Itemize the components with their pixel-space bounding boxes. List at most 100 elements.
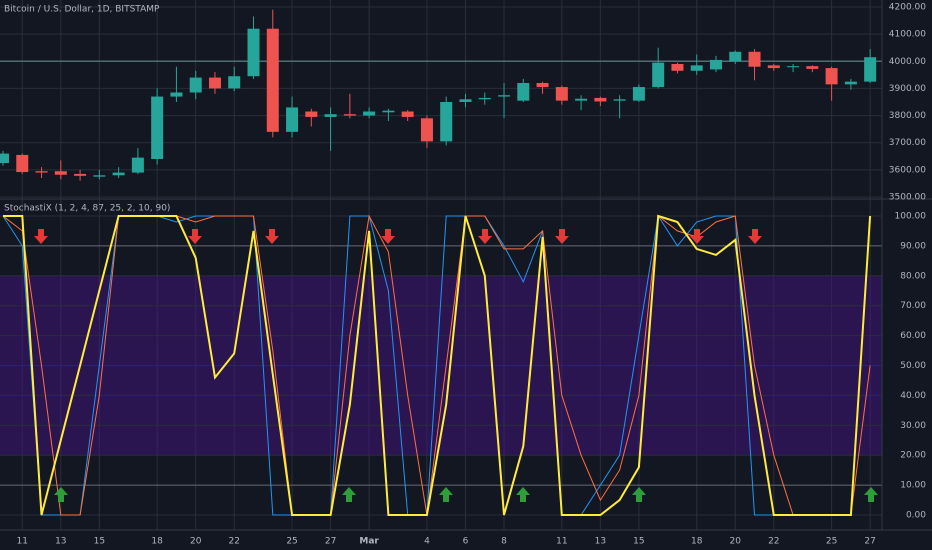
- candle-body: [478, 97, 491, 100]
- candle-body: [767, 65, 780, 69]
- candle-body: [536, 83, 549, 88]
- x-tick-label: 6: [463, 537, 469, 547]
- candle-body: [517, 83, 530, 101]
- candle-body: [844, 81, 857, 85]
- y-tick-label: 100.00: [895, 212, 927, 222]
- buy-arrow: [516, 487, 530, 502]
- sell-arrow: [555, 229, 569, 244]
- y-tick-label: 4200.00: [889, 3, 926, 13]
- x-tick-label: 18: [151, 537, 163, 547]
- y-tick-label: 3600.00: [889, 165, 926, 175]
- candle-body: [131, 157, 144, 173]
- x-tick-label: 27: [864, 537, 875, 547]
- sell-arrow: [188, 229, 202, 244]
- candle-body: [652, 62, 665, 88]
- candle-body: [189, 77, 202, 93]
- x-tick-label: 13: [55, 537, 66, 547]
- candle-body: [440, 102, 453, 142]
- candle-body: [671, 64, 684, 71]
- candle-body: [748, 51, 761, 67]
- x-tick-label: 11: [556, 537, 567, 547]
- candle-body: [324, 114, 337, 117]
- y-tick-label: 4000.00: [889, 57, 926, 67]
- y-tick-label: 90.00: [900, 241, 926, 251]
- y-tick-label: 40.00: [900, 391, 926, 401]
- candle-body: [729, 51, 742, 62]
- candle-body: [151, 96, 164, 159]
- series-line: [3, 214, 872, 516]
- candle-body: [170, 92, 183, 97]
- x-tick-label: 25: [826, 537, 837, 547]
- y-tick-label: 80.00: [900, 271, 926, 281]
- x-tick-label: 11: [17, 537, 28, 547]
- x-tick-label: 4: [424, 537, 430, 547]
- candle-body: [363, 111, 376, 116]
- sell-arrow: [34, 229, 48, 244]
- candle-body: [93, 175, 106, 177]
- candle-body: [266, 28, 279, 132]
- candle-body: [247, 28, 260, 77]
- candle-body: [382, 110, 395, 113]
- x-tick-label: 20: [730, 537, 742, 547]
- buy-arrow: [342, 487, 356, 502]
- y-tick-label: 3900.00: [889, 84, 926, 94]
- sell-arrow: [265, 229, 279, 244]
- x-tick-label: Mar: [359, 537, 379, 547]
- candle-body: [690, 65, 703, 71]
- candle-body: [54, 171, 67, 175]
- y-tick-label: 70.00: [900, 301, 926, 311]
- candle-body: [825, 68, 838, 85]
- y-tick-label: 50.00: [900, 361, 926, 371]
- x-tick-label: 22: [768, 537, 779, 547]
- candle-body: [864, 57, 877, 82]
- candle-body: [709, 59, 722, 70]
- candle-body: [228, 76, 241, 89]
- x-tick-label: 15: [633, 537, 644, 547]
- sell-signals: [34, 229, 762, 244]
- indicator-title: StochastiX (1, 2, 4, 87, 25, 2, 10, 90): [4, 204, 170, 214]
- candle-body: [74, 173, 87, 176]
- x-tick-label: 22: [229, 537, 240, 547]
- buy-arrow: [632, 487, 646, 502]
- candle-body: [343, 114, 356, 116]
- candle-body: [0, 153, 9, 164]
- y-tick-label: 3500.00: [889, 193, 926, 203]
- x-tick-label: 18: [691, 537, 703, 547]
- candle-body: [787, 66, 800, 68]
- buy-arrow: [54, 487, 68, 502]
- candle-body: [305, 111, 318, 117]
- y-tick-label: 4100.00: [889, 30, 926, 40]
- candle-body: [555, 87, 568, 101]
- candle-body: [632, 87, 645, 101]
- x-tick-label: 20: [190, 537, 202, 547]
- y-tick-label: 30.00: [900, 421, 926, 431]
- sell-arrow: [478, 229, 492, 244]
- y-tick-label: 60.00: [900, 331, 926, 341]
- buy-arrow: [439, 487, 453, 502]
- candle-body: [420, 118, 433, 142]
- y-tick-label: 20.00: [900, 451, 926, 461]
- candle-body: [35, 171, 48, 173]
- x-tick-label: 13: [595, 537, 606, 547]
- candle-body: [575, 98, 588, 101]
- candle-body: [594, 97, 607, 102]
- y-tick-label: 3700.00: [889, 138, 926, 148]
- candle-body: [112, 172, 125, 176]
- candle-body: [208, 77, 221, 89]
- y-tick-label: 10.00: [900, 481, 926, 491]
- sell-arrow: [690, 229, 704, 244]
- buy-arrow: [864, 487, 878, 502]
- buy-signals: [54, 487, 878, 502]
- x-tick-label: 25: [286, 537, 297, 547]
- chart-title: Bitcoin / U.S. Dollar, 1D, BITSTAMP: [4, 5, 160, 15]
- candle-body: [401, 111, 414, 117]
- y-tick-label: 0.00: [906, 511, 926, 521]
- sell-arrow: [381, 229, 395, 244]
- x-tick-label: 8: [501, 537, 507, 547]
- candle-body: [286, 107, 299, 132]
- candle-body: [459, 99, 472, 102]
- candle-body: [498, 95, 511, 97]
- x-tick-label: 15: [94, 537, 105, 547]
